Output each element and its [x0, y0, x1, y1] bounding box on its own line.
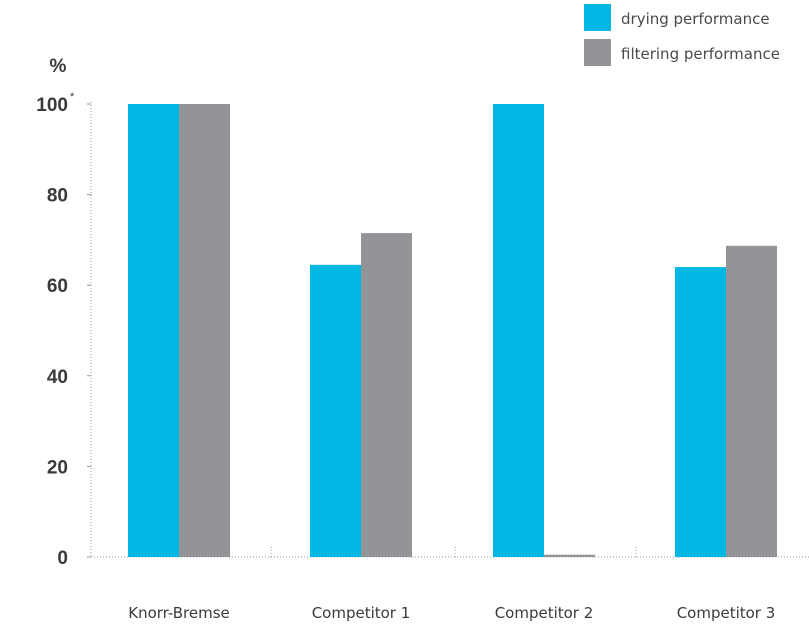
legend-swatch-drying — [584, 4, 611, 31]
legend-label: drying performance — [621, 10, 770, 28]
bar-drying-1 — [128, 104, 179, 557]
y-tick-label: 20 — [47, 457, 68, 478]
category-label: Knorr-Bremse — [128, 604, 230, 622]
bar-filtering-4 — [726, 245, 777, 557]
bar-drying-4 — [675, 267, 726, 557]
category-label: Competitor 3 — [677, 604, 776, 622]
x-axis-categories: Knorr-Bremse Competitor 1 Competitor 2 Comp… — [128, 604, 775, 622]
y-tick-footnote-marker: * — [70, 91, 75, 103]
bar-drying-3 — [493, 104, 544, 557]
bar-filtering-3 — [544, 554, 595, 557]
axes — [90, 102, 809, 558]
bar-filtering-1 — [179, 104, 230, 557]
legend-label: filtering performance — [621, 45, 780, 63]
y-tick-label: 40 — [47, 367, 68, 388]
y-tick-label: 80 — [47, 186, 68, 207]
y-tick-label: 100 — [36, 95, 68, 116]
category-label: Competitor 2 — [495, 604, 594, 622]
y-tick-label: 60 — [47, 276, 68, 297]
legend: drying performance filtering performance — [584, 4, 780, 66]
y-axis-unit-label: % — [50, 56, 67, 77]
bars — [128, 104, 777, 558]
bar-filtering-2 — [361, 233, 412, 558]
legend-swatch-filtering — [584, 39, 611, 66]
category-label: Competitor 1 — [312, 604, 411, 622]
y-axis-ticks: 0 20 40 60 80 100 * — [36, 91, 91, 569]
bar-drying-2 — [310, 264, 361, 557]
y-tick-label: 0 — [57, 548, 68, 569]
